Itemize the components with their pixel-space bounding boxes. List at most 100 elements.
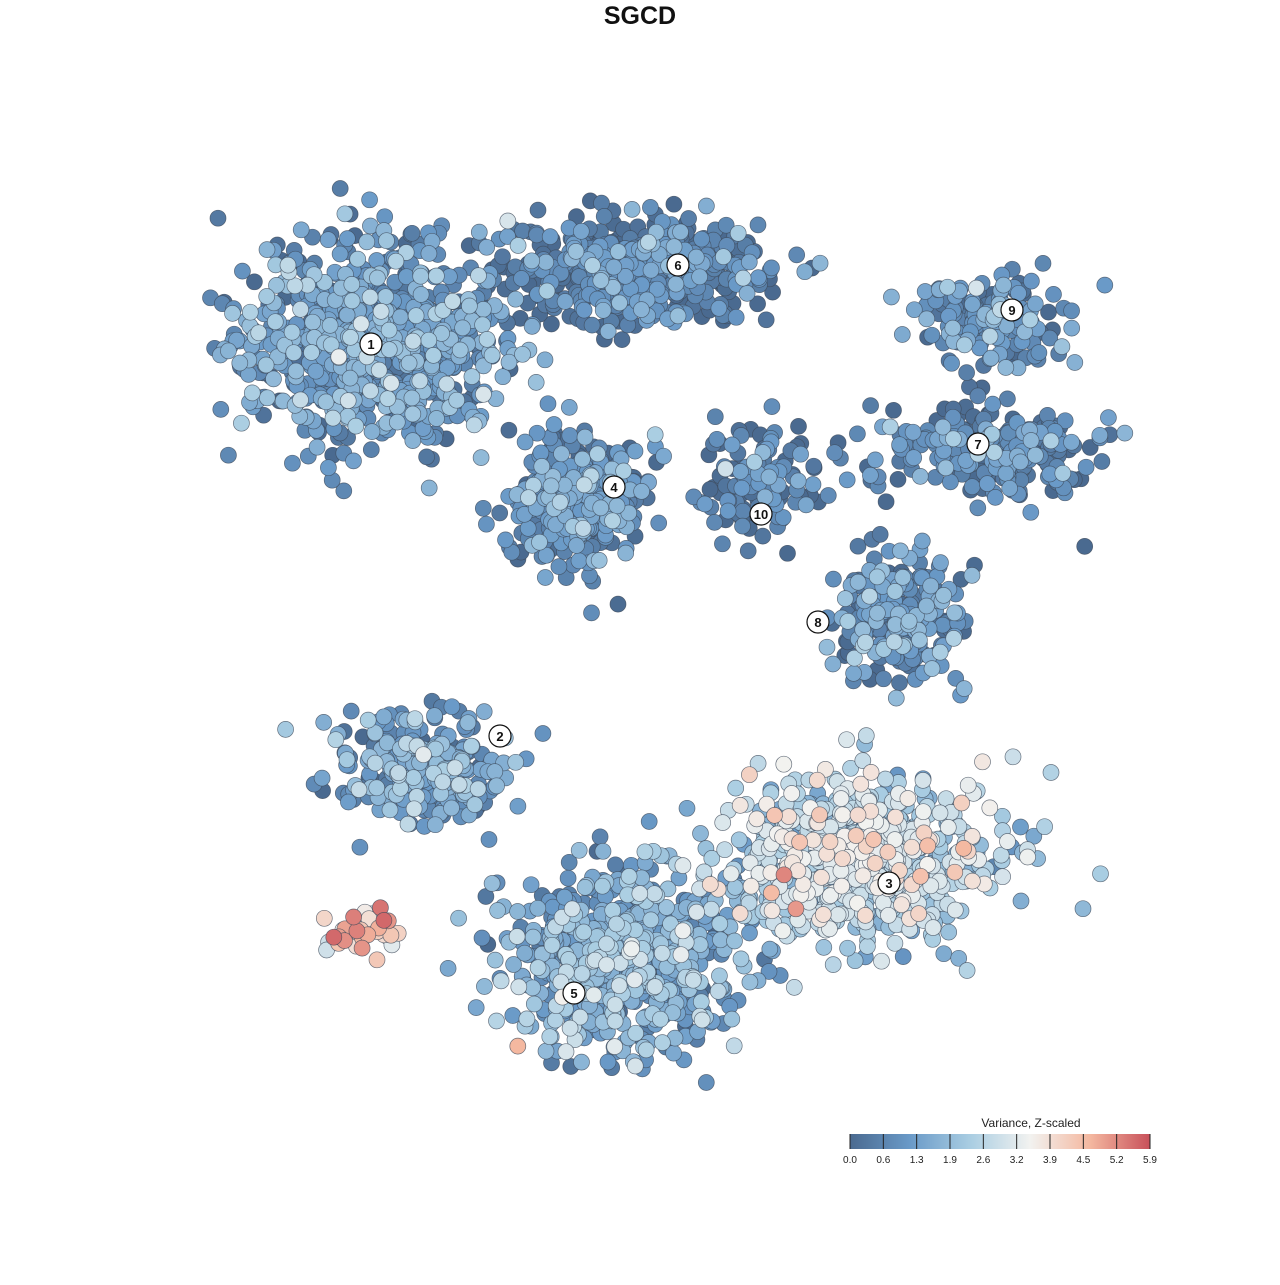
data-point xyxy=(623,201,641,218)
data-point xyxy=(368,779,386,797)
data-point xyxy=(742,877,760,895)
data-point xyxy=(470,223,488,241)
data-point xyxy=(859,938,876,955)
data-point xyxy=(766,807,783,824)
data-point xyxy=(1012,892,1030,910)
data-point xyxy=(339,392,357,409)
cluster-label-text: 6 xyxy=(674,258,681,273)
cluster-label-6: 6 xyxy=(666,253,690,277)
data-point xyxy=(567,243,585,260)
data-point xyxy=(805,457,823,475)
data-point xyxy=(1096,276,1114,294)
data-point xyxy=(633,301,650,318)
data-point xyxy=(330,348,348,366)
data-point xyxy=(494,248,511,266)
data-point xyxy=(576,879,594,896)
data-point xyxy=(541,1028,559,1046)
data-point xyxy=(420,245,438,262)
data-point xyxy=(520,489,537,507)
data-point xyxy=(623,940,640,958)
data-point xyxy=(483,346,501,364)
data-point xyxy=(529,899,547,917)
data-point xyxy=(303,344,320,361)
data-point xyxy=(749,295,766,313)
data-point xyxy=(932,554,949,571)
data-point xyxy=(543,936,561,954)
data-point xyxy=(719,502,737,520)
data-point xyxy=(478,515,495,533)
data-point xyxy=(537,253,555,271)
data-point xyxy=(463,368,481,385)
data-point xyxy=(785,979,803,996)
data-point xyxy=(731,905,749,922)
data-point xyxy=(914,772,932,789)
data-point xyxy=(1022,503,1040,521)
data-point xyxy=(448,391,466,409)
legend-tick-label: 1.9 xyxy=(943,1155,957,1166)
data-point xyxy=(935,945,953,963)
data-point xyxy=(563,900,581,918)
cluster-label-text: 9 xyxy=(1008,303,1015,318)
data-point xyxy=(1093,453,1111,470)
data-point xyxy=(968,279,985,297)
data-point xyxy=(234,262,251,280)
data-point xyxy=(585,986,603,1004)
data-point xyxy=(763,398,781,415)
data-point xyxy=(727,308,745,326)
data-point xyxy=(918,310,936,328)
data-point xyxy=(626,971,643,989)
data-point xyxy=(885,633,903,651)
data-point xyxy=(331,180,349,197)
data-point xyxy=(292,300,309,318)
data-point xyxy=(886,934,904,952)
data-point xyxy=(505,956,522,973)
data-point xyxy=(1063,319,1081,337)
data-point xyxy=(693,1011,711,1029)
data-point xyxy=(415,746,432,764)
data-point xyxy=(610,977,628,995)
data-point xyxy=(224,305,241,322)
data-point xyxy=(836,590,854,607)
data-point xyxy=(722,865,740,883)
data-point xyxy=(372,303,390,320)
data-point xyxy=(405,800,423,818)
data-point xyxy=(412,267,430,285)
data-point xyxy=(849,573,867,591)
data-point xyxy=(886,583,904,600)
data-point xyxy=(717,460,734,478)
data-point xyxy=(946,604,963,622)
data-point xyxy=(472,449,490,466)
data-point xyxy=(531,533,548,551)
data-point xyxy=(1012,453,1029,471)
data-point xyxy=(609,595,627,613)
data-point xyxy=(529,959,547,977)
data-point xyxy=(905,449,923,467)
data-point xyxy=(592,272,610,289)
cluster-label-8: 8 xyxy=(806,610,830,634)
data-point xyxy=(738,285,756,302)
data-point xyxy=(912,867,929,885)
data-point xyxy=(523,318,541,335)
data-point xyxy=(887,808,904,826)
data-point xyxy=(914,803,932,821)
data-point xyxy=(740,253,758,271)
data-point xyxy=(833,877,851,895)
data-point xyxy=(570,841,588,859)
data-point xyxy=(362,441,380,458)
data-point xyxy=(575,476,593,494)
data-point xyxy=(939,278,956,296)
data-point xyxy=(475,703,493,720)
data-point xyxy=(598,956,615,974)
data-point xyxy=(692,825,709,842)
data-point xyxy=(425,347,442,364)
data-point xyxy=(746,453,763,471)
data-point xyxy=(476,978,493,995)
data-point xyxy=(467,999,485,1016)
data-point xyxy=(379,390,397,407)
data-point xyxy=(497,531,514,549)
cluster-label-text: 5 xyxy=(570,986,577,1001)
chart-title: SGCD xyxy=(603,2,677,30)
data-point xyxy=(469,780,487,798)
data-point xyxy=(693,230,710,248)
